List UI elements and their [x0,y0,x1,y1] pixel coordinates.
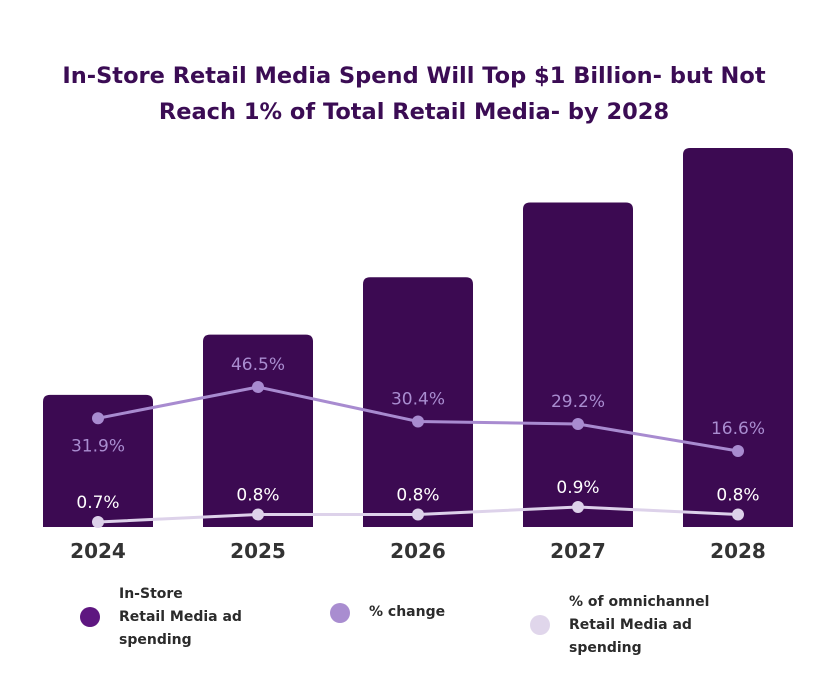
share-label-2025: 0.8% [236,486,279,506]
share-point-2025 [252,508,264,521]
chart-title: In-Store Retail Media Spend Will Top $1 … [0,58,828,130]
change-label-2025: 46.5% [231,355,285,375]
share-label-2027: 0.9% [556,478,599,498]
x-tick-label-2025: 2025 [230,539,286,563]
x-tick-label-2024: 2024 [70,539,126,563]
share-label-2024: 0.7% [76,493,119,513]
share-label-2028: 0.8% [716,486,759,506]
chart-title-line-1: In-Store Retail Media Spend Will Top $1 … [62,63,766,89]
x-tick-label-2027: 2027 [550,539,606,563]
bar-2026 [363,277,473,527]
change-label-2028: 16.6% [711,419,765,439]
change-point-2028 [732,445,744,457]
change-point-2026 [412,415,424,428]
change-point-2027 [572,418,584,431]
share-point-2024 [92,516,104,528]
bar-2028 [683,148,793,527]
legend-swatch-share [530,615,550,635]
x-tick-label-2028: 2028 [710,539,766,563]
x-tick-label-2026: 2026 [390,539,446,563]
change-label-2026: 30.4% [391,389,445,409]
legend-label-spending: In-Store Retail Media ad spending [119,585,242,648]
legend-item-share: % of omnichannel Retail Media ad spendin… [530,590,709,660]
bar-2024 [43,394,153,527]
bar-2025 [203,334,313,527]
change-point-2024 [92,412,104,425]
share-point-2027 [572,501,584,513]
legend-swatch-change [330,602,350,623]
legend-swatch-spending [80,607,100,627]
share-label-2026: 0.8% [396,486,439,506]
chart-title-line-2: Reach 1% of Total Retail Media- by 2028 [158,99,670,125]
legend-item-change: % change [330,600,445,625]
bar-2027 [523,202,633,527]
legend-label-change: % change [369,604,446,620]
change-point-2025 [252,381,264,393]
share-point-2026 [412,508,424,521]
change-label-2024: 31.9% [71,436,125,456]
share-point-2028 [732,508,744,521]
legend-item-spending: In-Store Retail Media ad spending [80,582,242,652]
legend-label-share: % of omnichannel Retail Media ad spendin… [569,593,710,656]
change-label-2027: 29.2% [551,392,605,412]
